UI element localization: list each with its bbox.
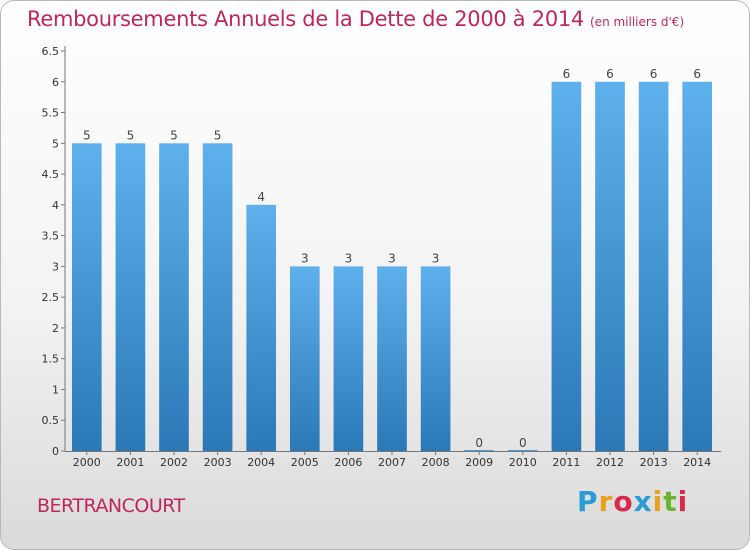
data-label-2008: 3 [432, 251, 440, 265]
y-tick-label: 3.5 [42, 230, 60, 243]
bar-2008 [420, 266, 451, 451]
x-tick-label-2009: 2009 [465, 456, 493, 469]
data-label-2003: 5 [214, 128, 222, 142]
x-tick-label-2008: 2008 [422, 456, 450, 469]
bar-2014 [682, 81, 713, 452]
bar-2011 [551, 81, 582, 452]
y-tick-label: 5 [52, 137, 59, 150]
y-tick-label: 2 [52, 322, 59, 335]
bar-2004 [246, 204, 277, 451]
bar-2003 [202, 143, 233, 452]
x-tick-label-2001: 2001 [116, 456, 144, 469]
data-label-2005: 3 [301, 251, 309, 265]
y-tick-label: 0 [52, 445, 59, 458]
bar-2005 [289, 266, 320, 451]
proxiti-logo: Proxiti [577, 485, 688, 518]
x-tick-label-2005: 2005 [291, 456, 319, 469]
y-tick-label: 4.5 [42, 168, 60, 181]
x-tick-label-2013: 2013 [640, 456, 668, 469]
data-label-2009: 0 [475, 436, 483, 450]
logo-letter: r [598, 485, 614, 518]
data-label-2001: 5 [127, 128, 135, 142]
y-tick-label: 0.5 [42, 414, 60, 427]
axes-group: 2000 2001 2002 2003 2004 2005 2006 2007 2008 2009… [42, 45, 721, 469]
x-tick-label-2006: 2006 [334, 456, 362, 469]
y-tick-label: 1.5 [42, 353, 60, 366]
x-tick-label-2007: 2007 [378, 456, 406, 469]
data-label-2000: 5 [83, 128, 91, 142]
data-label-2007: 3 [388, 251, 396, 265]
y-tick-label: 3 [52, 260, 59, 273]
x-tick-label-2003: 2003 [204, 456, 232, 469]
bar-2002 [159, 143, 189, 452]
data-label-2004: 4 [257, 190, 265, 204]
x-tick-label-2011: 2011 [552, 456, 580, 469]
data-label-2002: 5 [170, 128, 178, 142]
bar-2006 [333, 266, 364, 451]
bar-2007 [377, 266, 407, 451]
logo-letter: o [613, 485, 634, 518]
bar-2013 [638, 81, 669, 452]
y-tick-label: 6.5 [42, 45, 60, 58]
chart-title-text: Remboursements Annuels de la Dette de 20… [27, 7, 584, 31]
logo-letter: i [652, 485, 664, 518]
logo-letter: P [577, 485, 599, 518]
y-tick-label: 5.5 [42, 107, 60, 120]
y-tick-label: 2.5 [42, 291, 60, 304]
chart-title: Remboursements Annuels de la Dette de 20… [27, 7, 684, 31]
bar-2001 [115, 143, 146, 452]
bar-2012 [595, 81, 625, 452]
bars-group: 5 5 5 5 4 3 3 3 3 0 0 6 6 6 6 [71, 67, 713, 452]
commune-name: BERTRANCOURT [37, 495, 185, 517]
chart-subtitle: (en milliers d'€) [590, 15, 685, 29]
data-label-2013: 6 [650, 67, 658, 81]
y-tick-label: 1 [52, 383, 59, 396]
data-label-2014: 6 [693, 67, 701, 81]
y-tick-label: 6 [52, 76, 59, 89]
x-tick-label-2014: 2014 [683, 456, 711, 469]
x-tick-label-2010: 2010 [509, 456, 537, 469]
logo-letter: x [633, 485, 653, 518]
x-tick-label-2004: 2004 [247, 456, 275, 469]
data-label-2011: 6 [563, 67, 571, 81]
logo-letter: i [677, 485, 689, 518]
y-tick-label: 4 [52, 199, 59, 212]
data-label-2010: 0 [519, 436, 527, 450]
logo-letter: t [663, 485, 678, 518]
x-tick-label-2012: 2012 [596, 456, 624, 469]
x-tick-label-2002: 2002 [160, 456, 188, 469]
bar-2000 [71, 143, 102, 452]
data-label-2006: 3 [345, 251, 353, 265]
x-tick-label-2000: 2000 [73, 456, 101, 469]
data-label-2012: 6 [606, 67, 614, 81]
